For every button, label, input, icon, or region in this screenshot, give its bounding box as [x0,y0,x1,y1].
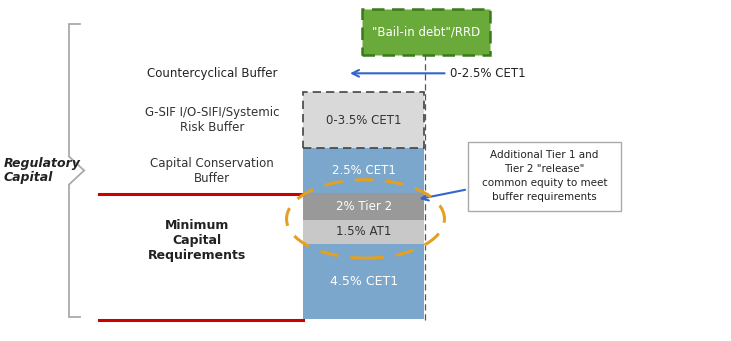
Bar [303,193,424,220]
Bar [362,9,490,55]
Text: 2% Tier 2: 2% Tier 2 [336,200,392,213]
Text: 0-3.5% CET1: 0-3.5% CET1 [326,114,401,127]
Text: Regulatory
Capital: Regulatory Capital [4,157,80,184]
Bar [303,220,424,244]
Bar [303,148,424,193]
Text: G-SIF I/O-SIFI/Systemic
Risk Buffer: G-SIF I/O-SIFI/Systemic Risk Buffer [145,106,279,134]
Bar [468,142,621,211]
Bar [303,244,424,319]
Text: 4.5% CET1: 4.5% CET1 [330,275,398,288]
Text: 2.5% CET1: 2.5% CET1 [332,164,395,177]
Text: Minimum
Capital
Requirements: Minimum Capital Requirements [148,219,246,262]
Bar [303,92,424,148]
Text: "Bail-in debt"/RRD: "Bail-in debt"/RRD [371,25,480,38]
Text: Capital Conservation
Buffer: Capital Conservation Buffer [150,157,274,184]
Text: 1.5% AT1: 1.5% AT1 [336,225,391,238]
Text: Additional Tier 1 and
Tier 2 "release"
common equity to meet
buffer requirements: Additional Tier 1 and Tier 2 "release" c… [482,150,607,203]
Bar [303,92,424,148]
Text: 0-2.5% CET1: 0-2.5% CET1 [450,67,525,80]
Text: Countercyclical Buffer: Countercyclical Buffer [147,67,277,80]
